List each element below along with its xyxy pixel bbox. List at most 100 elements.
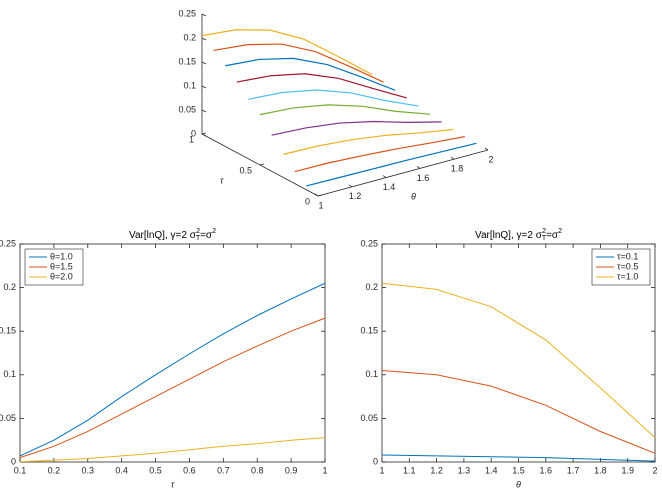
x-tick-label: 1.1 <box>403 465 416 475</box>
x-tick <box>484 147 489 151</box>
x-tick-label: 0.9 <box>285 465 298 475</box>
x-tick-label: 1.2 <box>349 191 362 201</box>
title-part: 2 <box>212 228 216 235</box>
x-tick-label: 2 <box>488 154 493 164</box>
x-tick-label: 0.6 <box>183 465 196 475</box>
legend-label: θ=1.5 <box>50 261 73 271</box>
x-tick-label: 0.8 <box>251 465 264 475</box>
surface-line <box>213 43 384 83</box>
y-tick-label: 0.05 <box>360 413 378 423</box>
surface-line <box>283 128 454 155</box>
title-part: =σ <box>546 230 559 241</box>
z-tick <box>201 13 207 17</box>
legend-label: θ=1.0 <box>50 251 73 261</box>
data-line <box>381 454 656 462</box>
y-tick-label: 0.2 <box>365 282 378 292</box>
title-part: 2 <box>558 228 562 235</box>
x-tick-label: 1.8 <box>594 465 607 475</box>
y-tick-label: 0.05 <box>0 413 16 423</box>
y-axis-label: τ <box>220 175 224 185</box>
x-tick-label: 1.8 <box>451 164 464 174</box>
data-line <box>19 282 326 457</box>
z-tick-label: 0.15 <box>178 56 196 66</box>
z-tick <box>201 133 207 137</box>
x-tick-label: 1.4 <box>383 182 396 192</box>
surface-line <box>236 73 407 99</box>
x-tick-label: 0.7 <box>217 465 230 475</box>
x-tick <box>382 175 387 178</box>
x-axis-label: θ <box>411 191 416 201</box>
y-tick <box>317 194 323 197</box>
y-tick-label: 0.2 <box>3 282 16 292</box>
z-tick-label: 0.2 <box>183 32 196 42</box>
x-tick-label: 1 <box>318 200 323 210</box>
legend-label: τ=0.5 <box>617 261 638 271</box>
x-tick-label: 1.9 <box>621 465 634 475</box>
surface-line <box>201 29 373 76</box>
data-line <box>381 369 656 454</box>
legend-label: θ=2.0 <box>50 271 73 281</box>
title-part: T <box>542 235 547 242</box>
x-tick <box>348 184 353 188</box>
x-axis-label: θ <box>516 479 521 489</box>
y-tick-label: 0.15 <box>360 326 378 336</box>
data-line <box>19 437 326 463</box>
y-tick <box>259 163 265 166</box>
legend-label: τ=1.0 <box>617 271 638 281</box>
z-tick-label: 0 <box>191 128 196 138</box>
y-tick-label: 0 <box>373 456 378 466</box>
x-tick-label: 1.5 <box>512 465 525 475</box>
x-tick-label: 0.5 <box>149 465 162 475</box>
surface-line <box>259 104 431 116</box>
chart-title: Var[lnQ], γ=2 σT2=σ2 <box>129 228 216 242</box>
title-part: =σ <box>200 230 213 241</box>
y-tick <box>201 132 207 135</box>
x-tick-label: 0.4 <box>115 465 128 475</box>
y-tick-label: 0 <box>11 456 16 466</box>
x-tick-label: 1.6 <box>540 465 553 475</box>
x-tick-label: 0.1 <box>14 465 27 475</box>
surface-line <box>248 89 419 107</box>
x-axis <box>317 149 489 197</box>
data-line <box>381 282 656 438</box>
x-tick <box>450 156 455 160</box>
z-tick-label: 0.1 <box>183 80 196 90</box>
x-tick <box>314 193 319 197</box>
chart-title: Var[lnQ], γ=2 σT2=σ2 <box>475 228 562 242</box>
y-tick-label: 1 <box>189 134 194 144</box>
x-tick-label: 1.6 <box>417 173 430 183</box>
x-tick-label: 1 <box>322 465 327 475</box>
x-tick-label: 0.3 <box>82 465 95 475</box>
surface-line <box>294 136 465 173</box>
x-tick-label: 1.7 <box>567 465 580 475</box>
x-tick-label: 0.2 <box>48 465 61 475</box>
x-tick <box>416 166 421 169</box>
x-tick-label: 1.3 <box>458 465 471 475</box>
title-part: T <box>196 235 201 242</box>
data-line <box>19 317 326 459</box>
y-tick-label: 0.1 <box>3 369 16 379</box>
surface-line <box>271 120 442 136</box>
x-axis-label: τ <box>171 479 175 489</box>
title-part: 2 <box>542 228 546 235</box>
legend-label: τ=0.1 <box>617 251 638 261</box>
z-tick-label: 0.25 <box>178 8 196 18</box>
y-tick-label: 0.15 <box>0 326 16 336</box>
x-tick-label: 1.2 <box>430 465 443 475</box>
surface-line <box>225 57 396 91</box>
x-tick-label: 2 <box>652 465 657 475</box>
y-tick-label: 0.25 <box>360 238 378 248</box>
title-part: 2 <box>196 228 200 235</box>
z-tick <box>201 61 207 65</box>
x-tick-label: 1 <box>379 465 384 475</box>
title-part: Var[lnQ], γ=2 σ <box>475 230 543 241</box>
y-tick-label: 0 <box>305 196 310 206</box>
x-tick-label: 1.4 <box>485 465 498 475</box>
y-tick-label: 0.1 <box>365 369 378 379</box>
z-tick <box>201 85 207 89</box>
y-tick-label: 0.5 <box>239 165 252 175</box>
z-tick <box>201 109 207 113</box>
y-tick-label: 0.25 <box>0 238 16 248</box>
surface-line <box>306 142 477 187</box>
